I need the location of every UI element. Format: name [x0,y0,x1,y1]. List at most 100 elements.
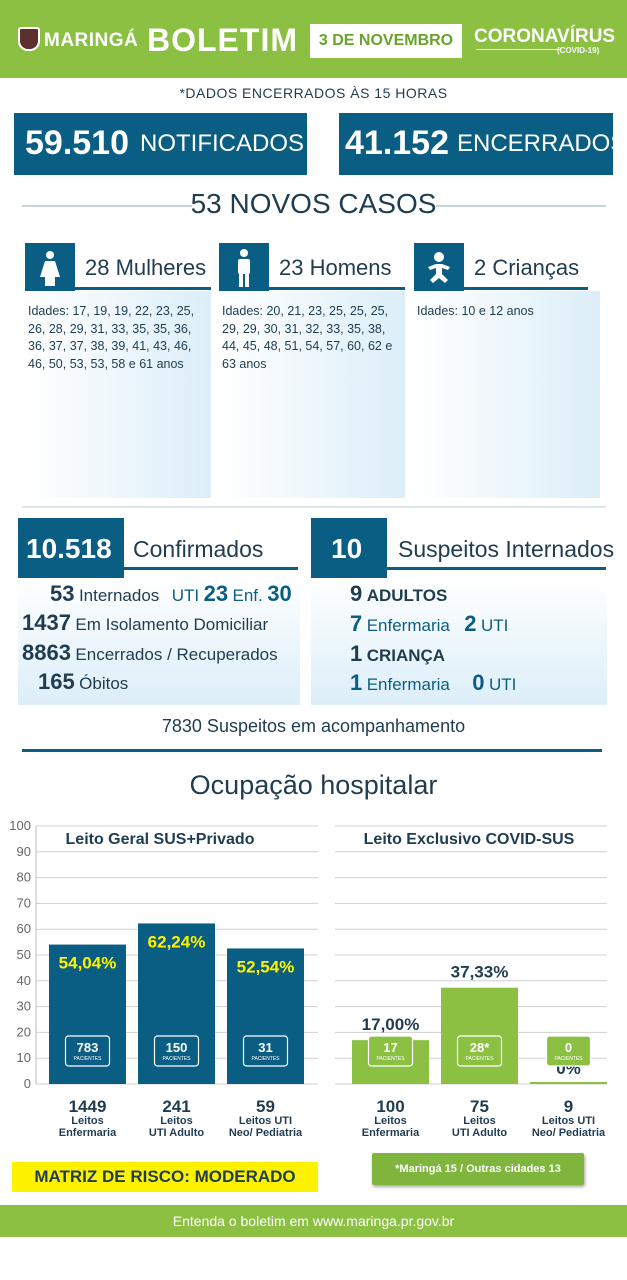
children-title: 2 Crianças [474,255,580,280]
category-label: Enfermaria [59,1127,117,1139]
covid-subtitle: (COVID-19) [557,46,600,55]
patients-label: PACIENTES [74,1056,103,1062]
confirmed-label: Confirmados [133,536,264,562]
isolation-num: 1437 [22,610,71,635]
women-panel [25,291,211,498]
deaths-label: Óbitos [79,674,129,693]
bar-value-label: 17,00% [362,1015,420,1034]
deaths-num: 165 [38,669,75,694]
men-ages: Idades: 20, 21, 23, 25, 25, 25, 29, 29, … [222,304,393,371]
category-label: UTI Adulto [149,1127,204,1139]
child-uti-num: 0 [472,670,485,695]
patients-label: PACIENTES [555,1056,584,1062]
beds-count: 100 [376,1097,404,1116]
bulletin-date: 3 DE NOVEMBRO [310,24,462,58]
uti-num: 23 [203,581,229,606]
risk-matrix-label: MATRIZ DE RISCO: MODERADO [12,1162,318,1192]
men-card: 23 Homens Idades: 20, 21, 23, 25, 25, 25… [219,243,405,498]
category-label: Leitos UTI [542,1115,595,1127]
chart-bars: 54,04%783PACIENTES1449LeitosEnfermaria62… [49,923,607,1139]
notified-label: NOTIFICADOS [140,130,305,157]
confirmed-panel [18,578,300,705]
city-crest-icon [18,27,40,51]
covid-uti-note: *Maringá 15 / Outras cidades 13 [372,1153,584,1185]
isolation-label: Em Isolamento Domiciliar [75,615,269,634]
recovered-label: Encerrados / Recuperados [75,645,278,664]
y-tick-label: 70 [17,895,31,910]
y-tick-label: 80 [17,870,31,885]
chart-general-title: Leito Geral SUS+Privado [66,831,255,848]
women-card: 28 Mulheres Idades: 17, 19, 19, 22, 23, … [25,243,211,498]
women-title: 28 Mulheres [85,255,207,280]
woman-icon [25,243,75,291]
isolation-row: 1437 Em Isolamento Domiciliar [22,610,268,636]
category-label: Leitos UTI [239,1115,292,1127]
children-ages: Idades: 10 e 12 anos [417,304,534,318]
coronavirus-divider [476,49,560,50]
patients-badge [242,1035,289,1067]
patients-badge [64,1035,111,1067]
city-logo-text: MARINGÁ [44,30,139,51]
children-panel [414,291,600,498]
occupancy-title: Ocupação hospitalar [189,770,438,800]
closed-value: 41.152 [345,124,449,162]
patients-count: 783 [77,1040,99,1055]
y-axis: 0 10 20 30 40 50 60 70 80 90 100 [9,818,37,1091]
patients-label: PACIENTES [377,1056,406,1062]
hospitalized-num: 53 [50,581,75,606]
y-tick-label: 20 [17,1024,31,1039]
category-label: Leitos [374,1115,406,1127]
patients-badge [153,1035,200,1067]
child-ward-num: 1 [350,670,363,695]
bar-value-label: 52,54% [237,957,295,976]
adults-num: 9 [350,581,363,606]
suspects-underline [387,567,606,570]
patients-label: PACIENTES [163,1056,192,1062]
patients-badge [545,1035,592,1067]
notified-box: 59.510 NOTIFICADOS [14,113,307,175]
bar-value-label: 62,24% [148,932,206,951]
bar-value-label: 37,33% [451,963,509,982]
closed-box: 41.152 ENCERRADOS [339,113,626,175]
child-row: 1 CRIANÇA [350,641,445,667]
adult-beds-row: 7 Enfermaria 2 UTI [350,611,508,637]
category-label: Neo/ Pediatria [229,1127,303,1139]
baby-icon [414,243,464,291]
patients-badge [456,1035,503,1067]
patients-count: 28* [470,1040,490,1055]
bar [530,1082,607,1084]
hospitalized-row: 53 Internados UTI 23 Enf. 30 [50,581,292,607]
beds-count: 241 [162,1097,190,1116]
new-cases-rule-left [22,205,192,207]
y-tick-label: 0 [24,1076,31,1091]
y-tick-label: 100 [9,818,31,833]
suspects-label: Suspeitos Internados [398,536,615,562]
adult-ward-num: 7 [350,611,363,636]
bar-value-label: 54,04% [59,954,117,973]
adult-uti-num: 2 [464,611,477,636]
category-label: Leitos [160,1115,192,1127]
occupancy-divider [22,749,602,752]
children-underline [464,287,588,290]
men-panel [219,291,405,498]
y-tick-label: 60 [17,921,31,936]
patients-count: 150 [166,1040,188,1055]
category-label: Enfermaria [362,1127,420,1139]
recovered-row: 8863 Encerrados / Recuperados [22,640,278,666]
y-tick-label: 90 [17,844,31,859]
notified-value: 59.510 [25,124,129,162]
children-card: 2 Crianças Idades: 10 e 12 anos [414,243,600,498]
adult-ward-label: Enfermaria [366,616,450,635]
patients-label: PACIENTES [466,1056,495,1062]
women-ages: Idades: 17, 19, 19, 22, 23, 25, 26, 28, … [28,304,195,371]
recovered-num: 8863 [22,640,71,665]
deaths-row: 165 Óbitos [38,669,128,695]
suspects-value: 10 [331,533,363,564]
y-tick-label: 30 [17,999,31,1014]
category-label: UTI Adulto [452,1127,507,1139]
data-cutoff-note: *DADOS ENCERRADOS ÀS 15 HORAS [179,85,448,101]
patients-label: PACIENTES [252,1056,281,1062]
bulletin-title: BOLETIM [147,22,298,58]
category-label: Neo/ Pediatria [532,1127,606,1139]
y-tick-label: 50 [17,947,31,962]
